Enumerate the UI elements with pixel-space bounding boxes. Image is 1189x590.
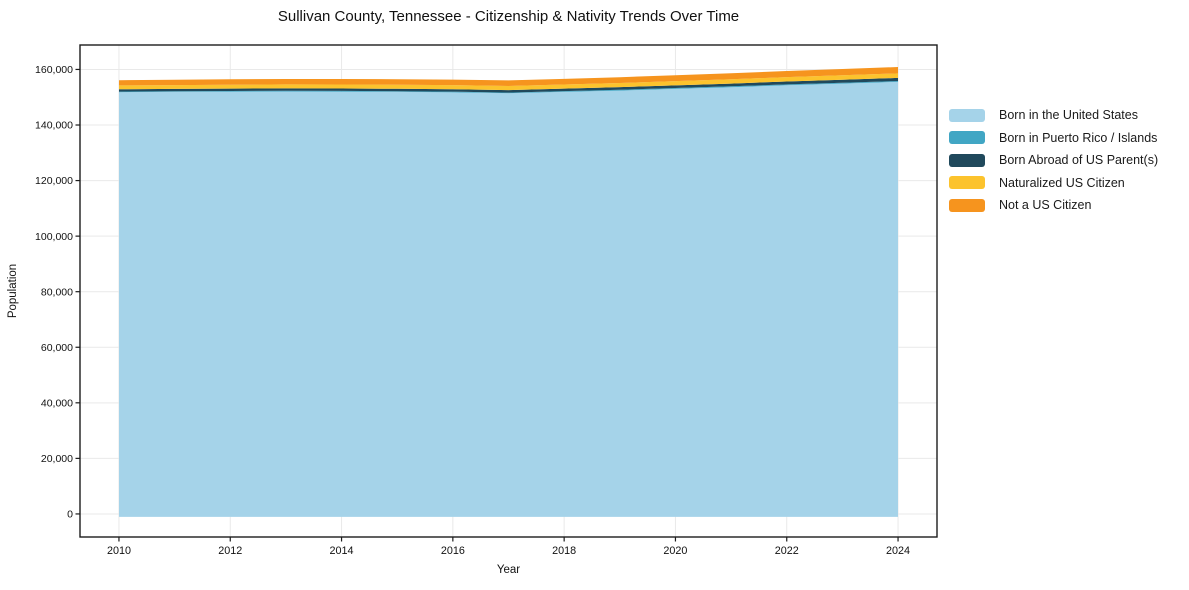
area-naturalized-us-citizen — [119, 73, 898, 91]
x-axis-label: Year — [496, 564, 521, 576]
legend-label: Born in the United States — [999, 108, 1138, 123]
area-born-in-the-united-states — [119, 81, 898, 517]
legend-swatch-icon — [949, 108, 985, 122]
area-not-a-us-citizen — [119, 67, 898, 86]
legend-item-born-abroad-of-us-parent-s: Born Abroad of US Parent(s) — [949, 149, 1158, 172]
legend-label: Not a US Citizen — [999, 198, 1092, 213]
x-tick-label: 2018 — [552, 545, 576, 557]
legend-item-born-in-puerto-rico-islands: Born in Puerto Rico / Islands — [949, 127, 1158, 150]
y-tick-label: 40,000 — [41, 397, 73, 409]
plot-border — [79, 44, 938, 538]
legend-item-born-in-the-united-states: Born in the United States — [949, 104, 1158, 127]
legend: Born in the United States Born in Puerto … — [949, 104, 1158, 217]
legend-item-not-a-us-citizen: Not a US Citizen — [949, 194, 1158, 217]
x-tick-label: 2020 — [663, 545, 687, 557]
x-tick-label: 2024 — [886, 545, 910, 557]
y-tick-label: 0 — [67, 509, 73, 521]
legend-label: Born Abroad of US Parent(s) — [999, 153, 1159, 168]
y-tick-label: 160,000 — [35, 64, 73, 76]
legend-item-naturalized-us-citizen: Naturalized US Citizen — [949, 172, 1158, 195]
y-tick-label: 20,000 — [41, 453, 73, 465]
legend-swatch-icon — [949, 198, 985, 212]
y-tick-label: 120,000 — [35, 175, 73, 187]
area-born-abroad-of-us-parent-s — [119, 77, 898, 93]
chart-title: Sullivan County, Tennessee - Citizenship… — [277, 8, 740, 25]
x-tick-label: 2014 — [330, 545, 354, 557]
y-tick-label: 80,000 — [41, 286, 73, 298]
x-tick-label: 2016 — [441, 545, 465, 557]
y-tick-label: 100,000 — [35, 231, 73, 243]
x-tick-label: 2022 — [775, 545, 799, 557]
legend-label: Born in Puerto Rico / Islands — [999, 130, 1158, 145]
legend-swatch-icon — [949, 176, 985, 190]
legend-swatch-icon — [949, 153, 985, 167]
y-tick-label: 60,000 — [41, 342, 73, 354]
legend-label: Naturalized US Citizen — [999, 175, 1125, 190]
y-axis-label: Population — [7, 263, 19, 319]
x-tick-label: 2010 — [107, 545, 131, 557]
legend-swatch-icon — [949, 131, 985, 145]
y-tick-label: 140,000 — [35, 120, 73, 132]
x-tick-label: 2012 — [218, 545, 242, 557]
